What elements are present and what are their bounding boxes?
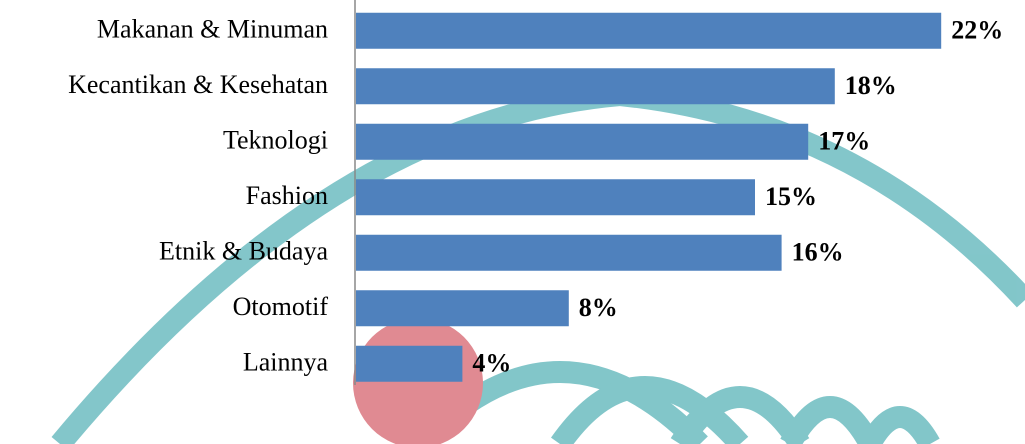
bar [356,290,569,326]
category-label: Kecantikan & Kesehatan [68,70,328,99]
bar [356,68,835,104]
category-label: Fashion [246,181,328,210]
page: {"chart_data": {"type": "bar", "orientat… [0,0,1025,444]
watermark-arc [870,417,930,444]
bar [356,235,782,271]
category-label: Teknologi [223,126,328,155]
bar [356,124,808,160]
category-label: Etnik & Budaya [159,237,328,266]
data-label: 8% [579,293,618,322]
category-label: Lainnya [243,348,329,377]
data-label: 4% [472,349,511,378]
bar [356,13,941,49]
data-label: 15% [765,182,817,211]
bar [356,179,755,215]
watermark-arc [790,407,870,444]
data-label: 16% [792,238,844,267]
category-label: Otomotif [233,292,329,321]
chart: Makanan & Minuman 22% Kecantikan & Kesehat… [0,0,1025,444]
data-label: 18% [845,71,897,100]
bar [356,346,462,382]
data-label: 17% [818,127,870,156]
category-label: Makanan & Minuman [97,15,328,44]
data-label: 22% [951,16,1003,45]
